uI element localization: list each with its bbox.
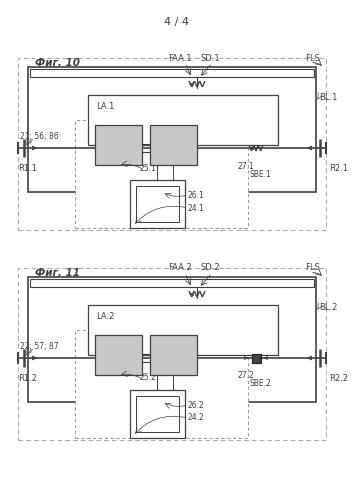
Text: 26.2: 26.2 <box>188 401 205 410</box>
Bar <box>150 335 197 375</box>
Text: Фиг. 11: Фиг. 11 <box>35 268 80 278</box>
Text: LA.2: LA.2 <box>96 312 114 321</box>
Text: 26.1: 26.1 <box>188 191 205 200</box>
Text: 25.2: 25.2 <box>140 373 157 383</box>
Bar <box>136 186 179 222</box>
Text: Фиг. 10: Фиг. 10 <box>35 58 80 68</box>
Text: 27.1: 27.1 <box>238 162 255 171</box>
Bar <box>18 268 326 440</box>
Bar <box>150 125 197 165</box>
Bar <box>130 180 185 228</box>
Text: 24.1: 24.1 <box>188 204 205 213</box>
Bar <box>130 390 185 438</box>
Text: BL.1: BL.1 <box>319 92 337 101</box>
Text: 25.1: 25.1 <box>140 164 157 173</box>
Text: SBE.2: SBE.2 <box>250 380 272 389</box>
Text: FLS: FLS <box>305 263 320 272</box>
Bar <box>30 69 314 77</box>
Text: SBE.1: SBE.1 <box>250 170 272 179</box>
Bar <box>75 330 248 438</box>
Text: FAA.1: FAA.1 <box>168 53 192 62</box>
Bar <box>88 305 278 355</box>
Bar <box>18 58 326 230</box>
Text: R1.2: R1.2 <box>18 374 37 383</box>
Bar <box>88 95 278 145</box>
Text: SD.1: SD.1 <box>200 53 220 62</box>
Bar <box>95 335 142 375</box>
Text: 27.2: 27.2 <box>238 371 255 381</box>
Text: R2.1: R2.1 <box>329 164 348 173</box>
Text: FLS: FLS <box>305 53 320 62</box>
Text: 22; 57; 87: 22; 57; 87 <box>20 341 59 350</box>
Bar <box>28 67 316 192</box>
Bar <box>95 125 142 165</box>
Text: R1.1: R1.1 <box>18 164 37 173</box>
Text: 21; 56; 86: 21; 56; 86 <box>20 132 59 141</box>
Text: BL.2: BL.2 <box>319 302 337 311</box>
Bar <box>28 277 316 402</box>
Text: FAA.2: FAA.2 <box>168 263 192 272</box>
Bar <box>252 354 261 363</box>
Text: 24.2: 24.2 <box>188 414 205 423</box>
Text: SD.2: SD.2 <box>200 263 220 272</box>
Text: LA.1: LA.1 <box>96 102 114 111</box>
Bar <box>136 396 179 432</box>
Bar <box>30 279 314 287</box>
Text: 4 / 4: 4 / 4 <box>164 17 189 27</box>
Text: R2.2: R2.2 <box>329 374 348 383</box>
Bar <box>75 120 248 228</box>
